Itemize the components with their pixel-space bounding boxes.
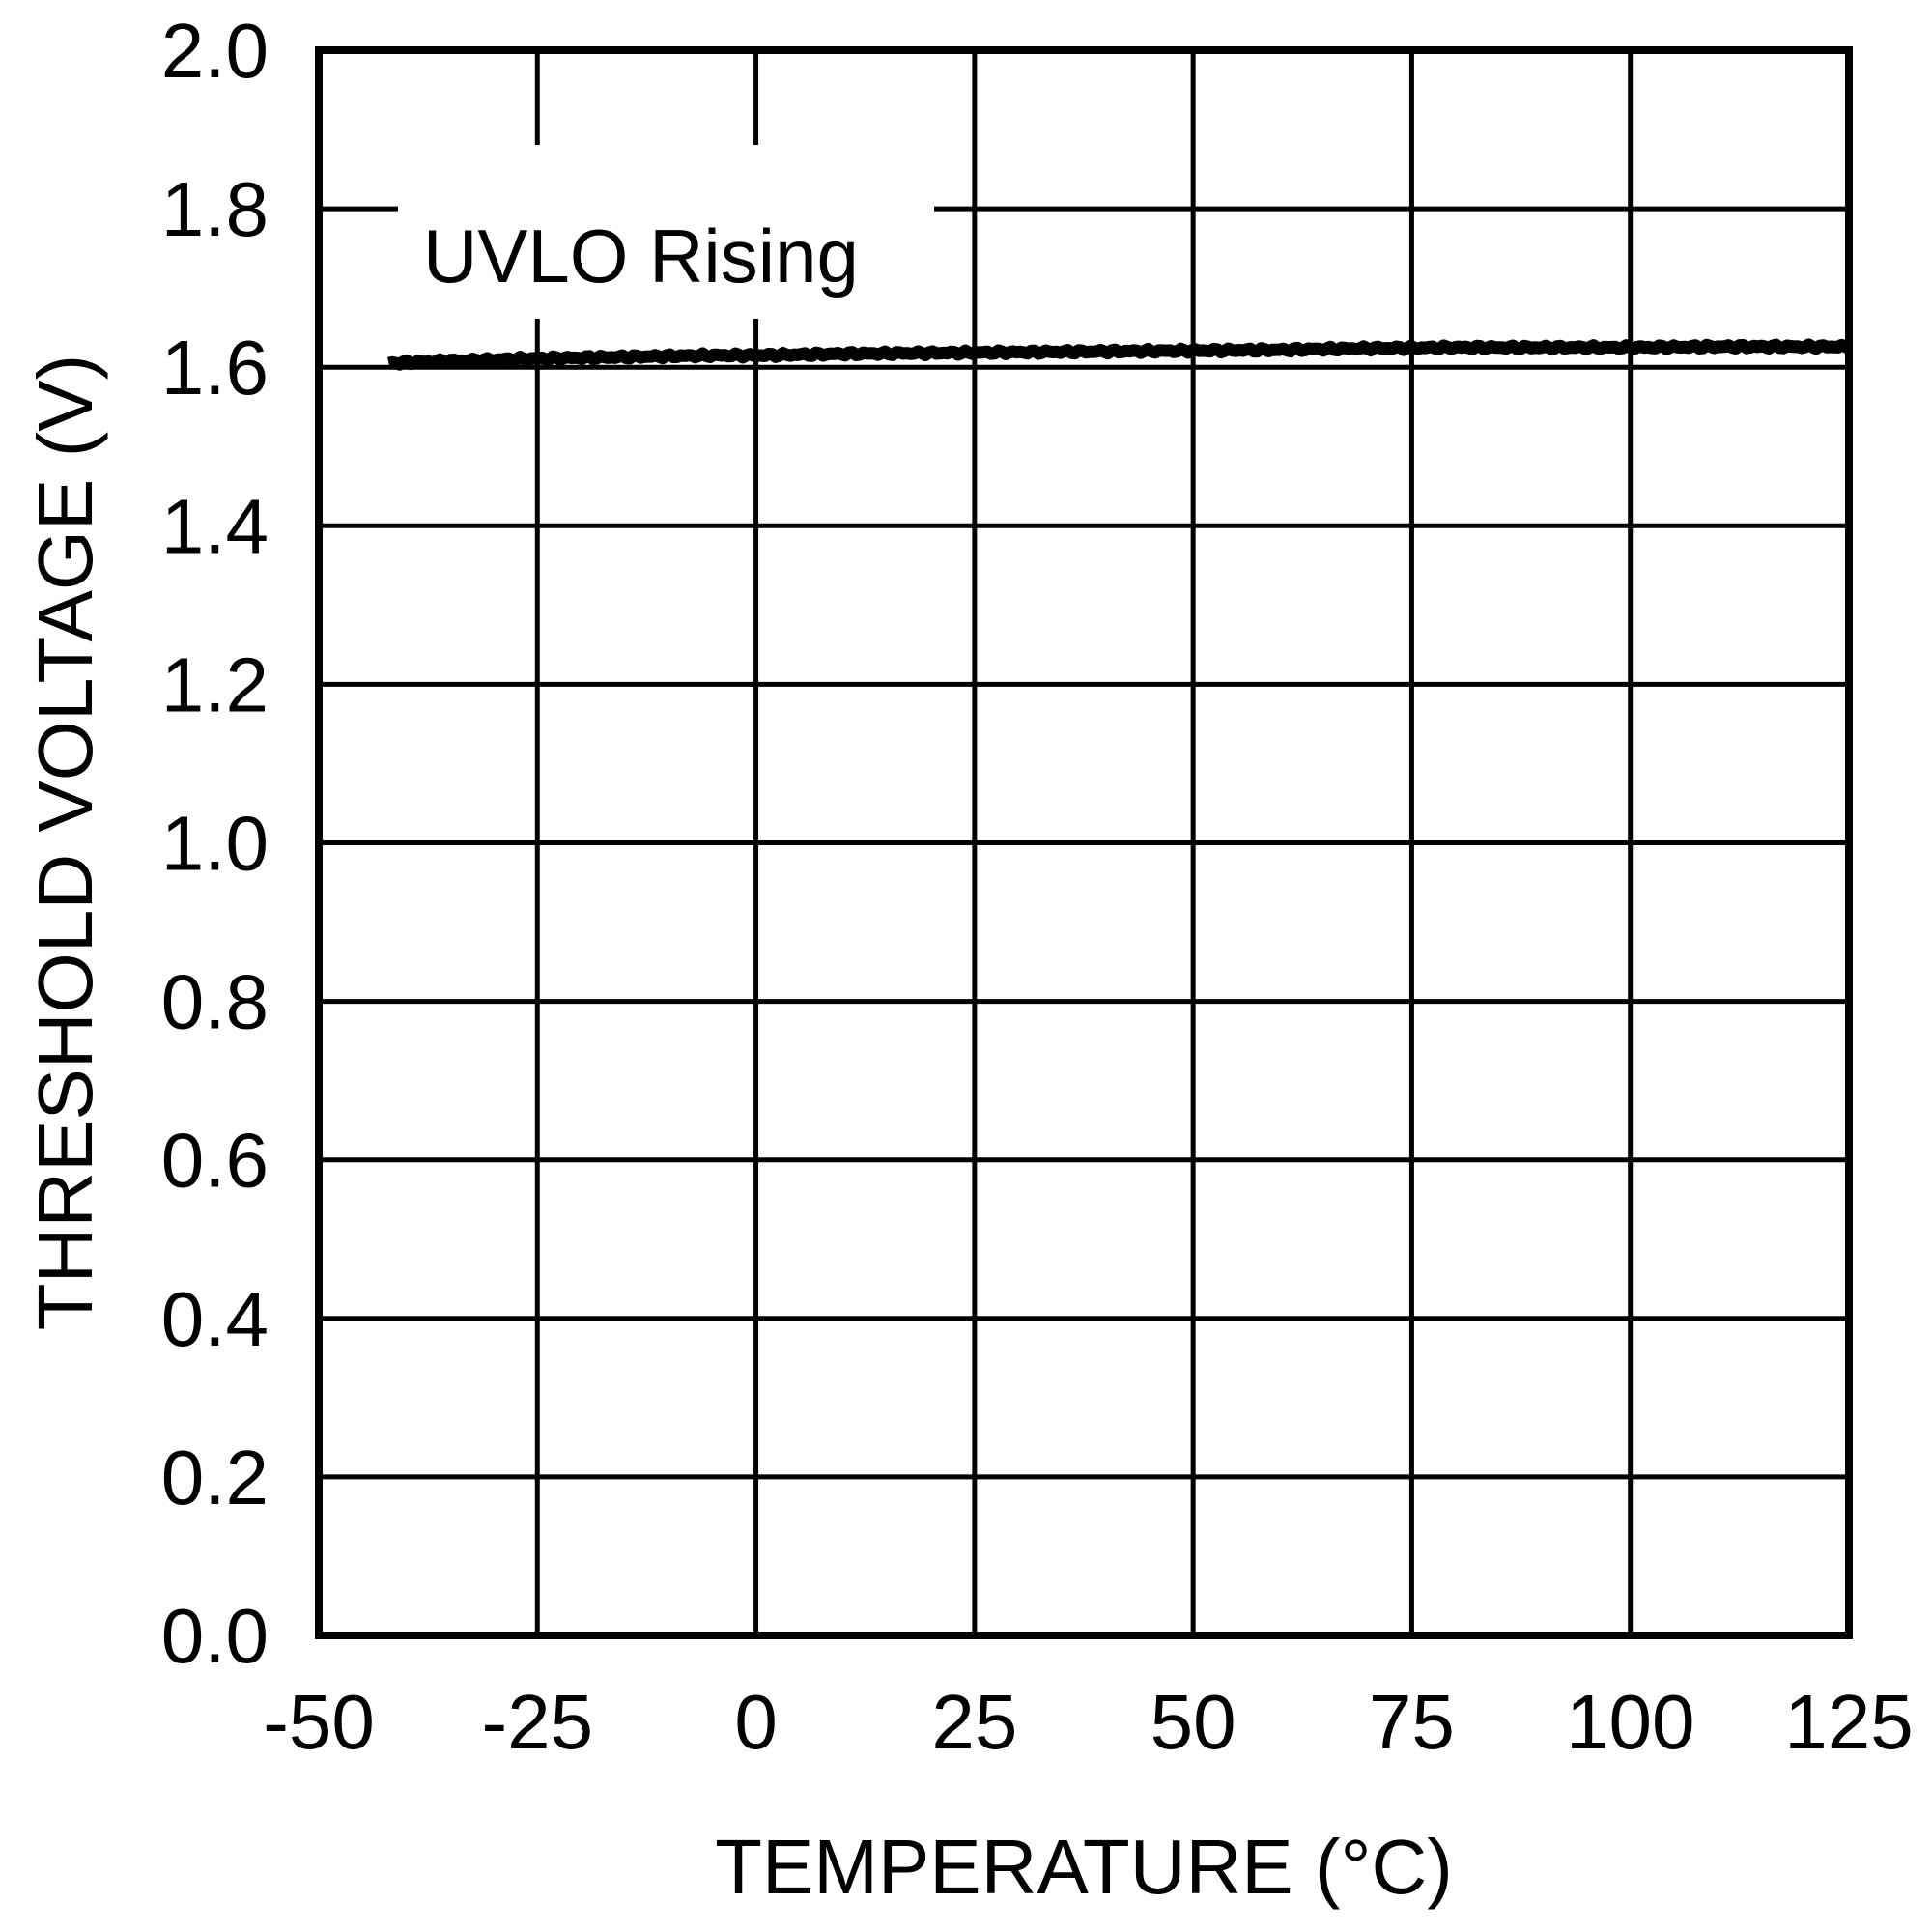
plot-frame xyxy=(315,46,1853,1639)
y-tick-label: 0.6 xyxy=(161,1118,269,1204)
y-tick-labels: 0.0 0.2 0.4 0.6 0.8 1.0 1.2 1.4 1.6 1.8 2.0 xyxy=(161,8,269,1679)
x-tick-label: -25 xyxy=(481,1679,593,1765)
y-tick-label: 0.8 xyxy=(161,959,269,1045)
x-tick-label: 100 xyxy=(1566,1679,1694,1765)
y-axis-title: THRESHOLD VOLTAGE (V) xyxy=(22,355,108,1331)
y-tick-label: 1.6 xyxy=(161,325,269,411)
x-tick-label: -50 xyxy=(263,1679,375,1765)
y-tick-label: 0.0 xyxy=(161,1593,269,1679)
x-tick-label: 25 xyxy=(931,1679,1017,1765)
y-tick-label: 0.2 xyxy=(161,1435,269,1520)
x-tick-label: 125 xyxy=(1784,1679,1913,1765)
x-tick-label: 75 xyxy=(1369,1679,1455,1765)
x-tick-label: 50 xyxy=(1151,1679,1236,1765)
y-tick-label: 1.4 xyxy=(161,483,269,569)
y-tick-label: 1.0 xyxy=(161,801,269,887)
series-annotation-label: UVLO Rising xyxy=(423,213,859,298)
x-tick-labels: -50 -25 0 25 50 75 100 125 xyxy=(263,1679,1914,1765)
x-tick-label: 0 xyxy=(734,1679,778,1765)
y-tick-label: 1.2 xyxy=(161,641,269,727)
annotation-background xyxy=(398,145,934,319)
uvlo-rising-line xyxy=(385,338,1853,371)
x-axis-title: TEMPERATURE (°C) xyxy=(715,1824,1453,1910)
y-tick-label: 1.8 xyxy=(161,166,269,252)
y-tick-label: 0.4 xyxy=(161,1276,269,1362)
y-tick-label: 2.0 xyxy=(161,8,269,94)
